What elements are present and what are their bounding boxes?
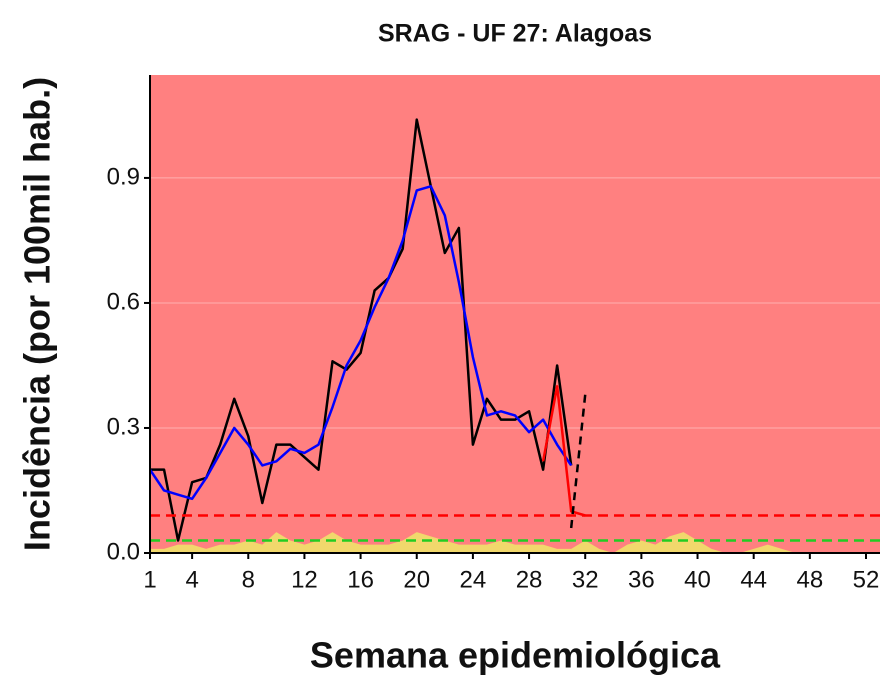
x-tick-label: 8 <box>242 566 255 593</box>
y-tick-label: 0.3 <box>107 413 140 440</box>
chart-title: SRAG - UF 27: Alagoas <box>378 20 652 48</box>
line <box>150 118 573 542</box>
x-tick-label: 16 <box>347 566 374 593</box>
y-axis-label: Incidência (por 100mil hab.) <box>17 77 58 551</box>
x-axis-label: Semana epidemiológica <box>310 635 721 676</box>
x-tick-label: 20 <box>403 566 430 593</box>
x-tick-label: 24 <box>460 566 487 593</box>
x-tick-label: 12 <box>291 566 318 593</box>
line <box>148 185 573 501</box>
x-tick-label: 28 <box>516 566 543 593</box>
line <box>541 385 586 517</box>
x-tick-label: 48 <box>796 566 823 593</box>
y-tick-label: 0.6 <box>107 288 140 315</box>
y-tick-label: 0.9 <box>107 163 140 190</box>
x-tick-label: 52 <box>853 566 880 593</box>
area <box>150 532 866 553</box>
x-tick-label: 36 <box>628 566 655 593</box>
plot-background <box>150 75 880 553</box>
x-tick-label: 4 <box>185 566 198 593</box>
x-tick-label: 1 <box>143 566 156 593</box>
y-tick-label: 0.0 <box>107 538 140 565</box>
x-tick-label: 40 <box>684 566 711 593</box>
x-tick-label: 32 <box>572 566 599 593</box>
x-tick-label: 44 <box>740 566 767 593</box>
